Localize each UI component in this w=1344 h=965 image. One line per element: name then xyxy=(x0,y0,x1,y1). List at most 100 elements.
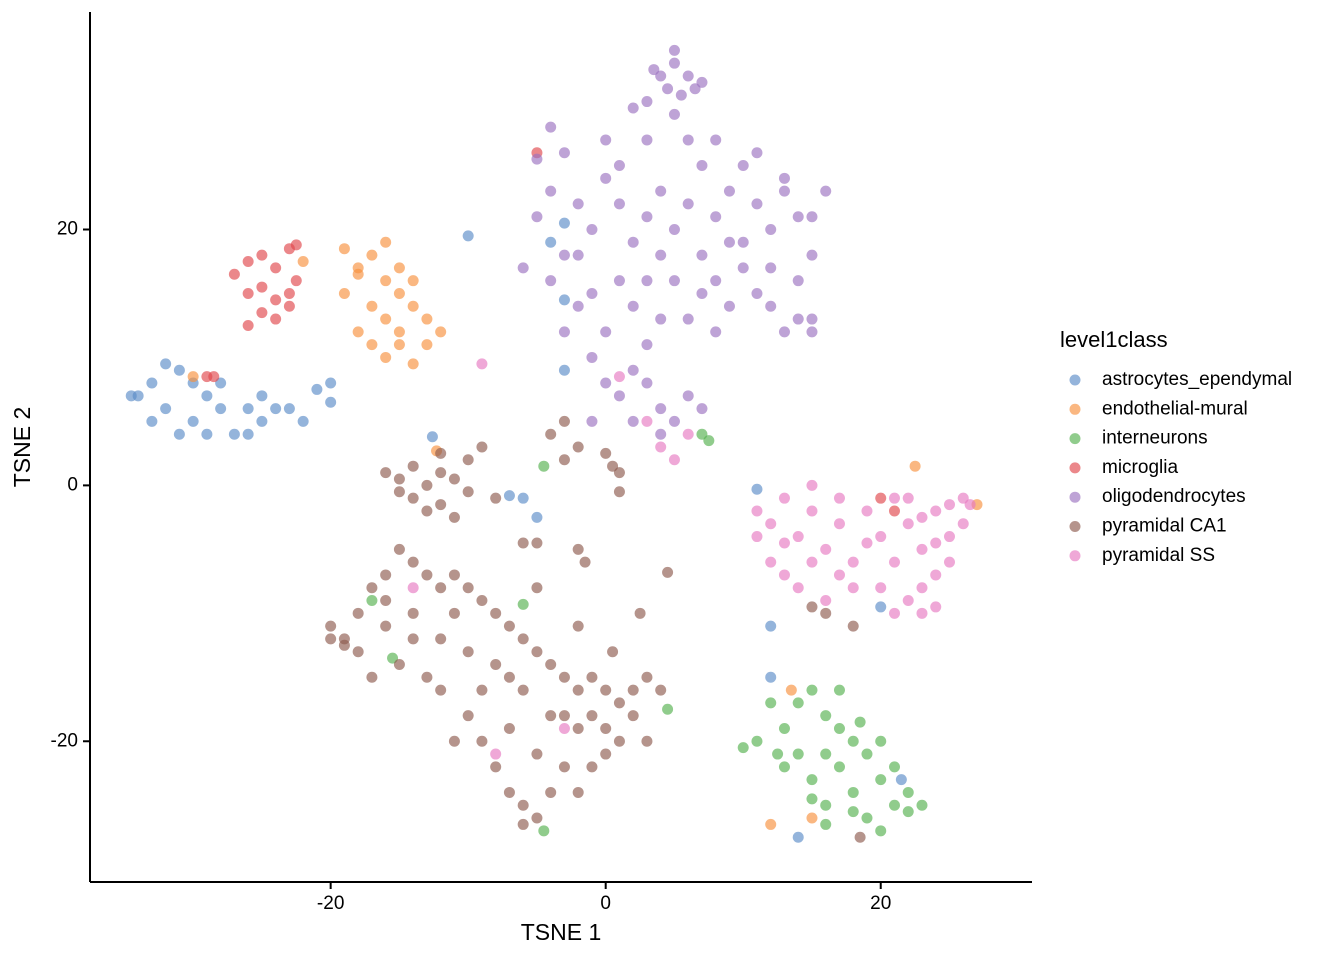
point xyxy=(751,735,763,747)
point xyxy=(668,57,680,69)
point xyxy=(833,684,845,696)
point xyxy=(820,799,832,811)
point xyxy=(806,505,818,517)
point xyxy=(641,415,653,427)
point xyxy=(964,499,976,511)
point xyxy=(641,735,653,747)
point xyxy=(558,217,570,229)
point xyxy=(696,76,708,88)
point xyxy=(696,249,708,261)
point xyxy=(806,601,818,613)
point xyxy=(600,134,612,146)
point xyxy=(613,390,625,402)
point xyxy=(558,294,570,306)
point xyxy=(888,761,900,773)
point xyxy=(613,371,625,383)
point xyxy=(751,483,763,495)
point xyxy=(531,646,543,658)
point xyxy=(765,818,777,830)
point xyxy=(655,684,667,696)
point xyxy=(765,224,777,235)
legend-label: oligodendrocytes xyxy=(1102,486,1246,507)
point xyxy=(545,121,557,133)
point xyxy=(655,441,667,453)
point xyxy=(778,326,790,338)
point xyxy=(256,281,268,293)
point xyxy=(902,518,914,530)
point xyxy=(393,659,405,670)
point xyxy=(600,748,612,760)
point xyxy=(448,607,460,619)
point xyxy=(476,684,488,696)
point xyxy=(586,287,598,299)
point xyxy=(607,460,619,472)
point xyxy=(902,595,914,607)
point xyxy=(600,326,612,338)
point xyxy=(352,646,364,658)
point xyxy=(696,403,708,415)
point xyxy=(806,812,818,824)
point xyxy=(421,671,433,683)
point xyxy=(490,761,502,773)
point xyxy=(325,633,337,645)
legend-label: pyramidal CA1 xyxy=(1102,516,1227,537)
point xyxy=(476,441,488,453)
point xyxy=(517,598,529,610)
y-axis-title: TSNE 2 xyxy=(9,407,35,488)
point xyxy=(579,556,591,568)
point xyxy=(490,492,502,504)
point xyxy=(875,582,887,594)
point xyxy=(407,582,419,594)
point xyxy=(613,697,625,709)
point xyxy=(545,185,557,197)
point xyxy=(160,358,172,370)
point xyxy=(531,812,543,824)
point xyxy=(641,339,653,351)
point xyxy=(421,505,433,517)
point xyxy=(160,403,172,415)
point xyxy=(778,722,790,734)
point xyxy=(503,722,515,734)
point xyxy=(854,831,866,843)
point xyxy=(517,537,529,549)
point xyxy=(737,160,749,172)
point xyxy=(490,659,502,670)
point xyxy=(875,531,887,543)
point xyxy=(689,83,701,95)
point xyxy=(517,262,529,274)
point xyxy=(572,441,584,453)
point xyxy=(586,351,598,363)
point xyxy=(538,825,550,837)
point xyxy=(634,607,646,619)
point xyxy=(283,403,295,415)
point xyxy=(737,262,749,274)
point xyxy=(242,428,254,440)
point xyxy=(426,431,438,443)
point xyxy=(600,172,612,184)
point xyxy=(366,595,378,607)
point xyxy=(696,428,708,440)
point xyxy=(710,275,722,287)
point xyxy=(751,287,763,299)
point xyxy=(930,601,942,613)
point xyxy=(957,492,969,504)
point xyxy=(338,287,350,299)
point xyxy=(325,377,337,389)
point xyxy=(765,300,777,312)
point xyxy=(613,198,625,210)
point xyxy=(875,492,887,504)
point xyxy=(847,620,859,632)
point xyxy=(778,185,790,197)
point xyxy=(407,556,419,568)
point xyxy=(256,307,268,319)
point xyxy=(613,467,625,479)
point xyxy=(531,748,543,760)
y-tick-label: 20 xyxy=(57,219,78,240)
point xyxy=(723,236,735,248)
point xyxy=(675,89,687,101)
legend-label: endothelial-mural xyxy=(1102,398,1248,419)
point xyxy=(338,639,350,651)
point xyxy=(792,831,804,843)
point xyxy=(407,275,419,287)
point xyxy=(600,722,612,734)
